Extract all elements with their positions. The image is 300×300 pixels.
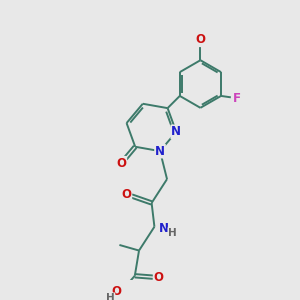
Text: H: H xyxy=(168,228,177,238)
Text: F: F xyxy=(233,92,241,105)
Text: O: O xyxy=(112,285,122,298)
Text: O: O xyxy=(154,271,164,284)
Text: O: O xyxy=(116,157,126,170)
Text: O: O xyxy=(122,188,131,201)
Text: O: O xyxy=(195,33,206,46)
Text: N: N xyxy=(155,145,165,158)
Text: N: N xyxy=(158,223,168,236)
Text: N: N xyxy=(171,125,181,138)
Text: H: H xyxy=(106,293,115,300)
